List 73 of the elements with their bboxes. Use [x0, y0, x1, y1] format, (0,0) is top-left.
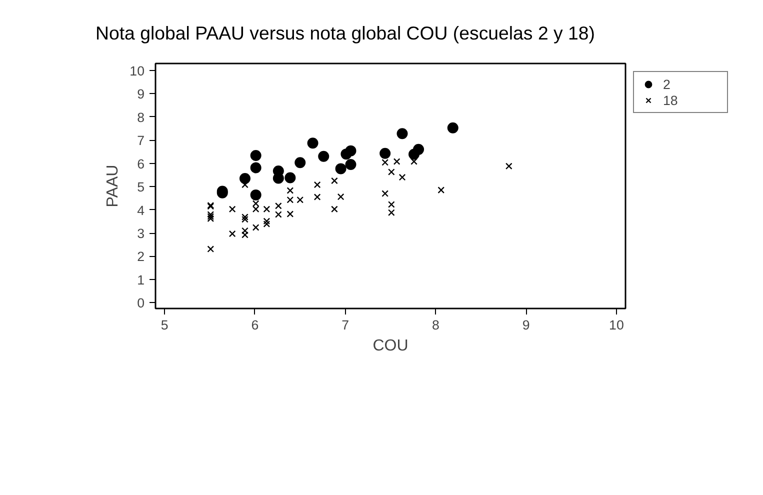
- y-tick-label: 10: [130, 63, 145, 78]
- x-tick-label: 7: [342, 318, 350, 332]
- point: [242, 231, 248, 238]
- x-tick-label: 10: [609, 318, 624, 332]
- x-tick-label: 8: [432, 318, 440, 332]
- point: [307, 138, 318, 149]
- point: [335, 163, 346, 174]
- y-tick-label: 0: [137, 296, 145, 311]
- y-axis-title: PAAU: [104, 164, 122, 208]
- y-tick-label: 8: [137, 110, 145, 125]
- point: [294, 157, 306, 168]
- point: [242, 216, 248, 223]
- point: [263, 218, 270, 225]
- point: [382, 190, 389, 197]
- point: [239, 172, 250, 184]
- point: [207, 213, 214, 220]
- y-tick-label: 2: [137, 249, 145, 264]
- point: [318, 150, 330, 162]
- y-tick-label: 4: [137, 202, 146, 218]
- point: [263, 206, 270, 213]
- point: [296, 196, 304, 204]
- point: [413, 144, 424, 155]
- point: [250, 189, 262, 200]
- point: [286, 196, 294, 204]
- x-tick-label: 6: [251, 318, 259, 332]
- point: [242, 214, 248, 220]
- y-tick-label: 3: [137, 226, 145, 242]
- chart-title: Nota global PAAU versus nota global COU (escuelas 2 y 18): [96, 22, 595, 44]
- point: [242, 227, 248, 234]
- y-tick-label: 1: [137, 272, 145, 288]
- y-tick-label: 7: [137, 133, 145, 148]
- point: [380, 148, 391, 159]
- x-tick-label: 9: [522, 318, 530, 332]
- legend-label: 18: [663, 92, 679, 108]
- point: [438, 186, 445, 194]
- y-tick-label: 9: [137, 86, 145, 102]
- point: [252, 224, 260, 231]
- point: [388, 168, 395, 176]
- y-tick-label: 6: [137, 156, 145, 172]
- point: [250, 150, 262, 161]
- point: [286, 187, 294, 194]
- point: [393, 158, 400, 165]
- point: [274, 211, 282, 218]
- point: [388, 201, 395, 208]
- point: [382, 159, 389, 166]
- point: [252, 206, 260, 213]
- x-axis-title: COU: [372, 338, 408, 354]
- point: [252, 200, 260, 207]
- point: [331, 177, 338, 184]
- point: [314, 181, 321, 188]
- point: [228, 206, 236, 213]
- point: [286, 210, 294, 218]
- point: [410, 158, 418, 165]
- point: [250, 162, 262, 174]
- legend-label: 2: [663, 76, 672, 92]
- point: [505, 162, 512, 170]
- point: [228, 230, 236, 238]
- point: [314, 194, 321, 200]
- point: [388, 209, 395, 216]
- y-tick-label: 5: [137, 180, 145, 195]
- point: [263, 220, 270, 228]
- point: [396, 128, 408, 140]
- point: [345, 145, 356, 156]
- point: [337, 193, 344, 200]
- point: [207, 215, 214, 222]
- point: [274, 202, 282, 210]
- point: [331, 206, 338, 213]
- x-tick-label: 5: [160, 318, 168, 332]
- point: [345, 159, 356, 170]
- point: [398, 174, 406, 181]
- point: [447, 122, 458, 134]
- point: [284, 172, 296, 184]
- point: [207, 246, 214, 252]
